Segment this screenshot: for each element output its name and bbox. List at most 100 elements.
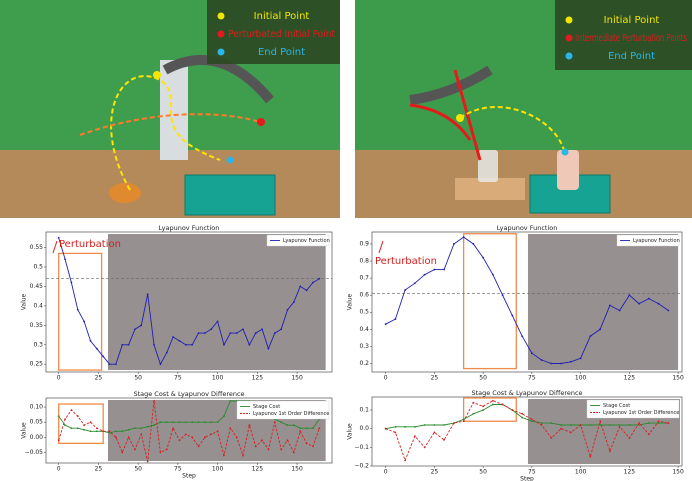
data-point (385, 323, 387, 325)
data-point (90, 430, 92, 432)
data-point (306, 442, 308, 444)
data-point (128, 344, 130, 346)
data-point (261, 328, 263, 330)
data-point (185, 421, 187, 423)
data-point (541, 424, 543, 426)
data-point (550, 363, 552, 365)
data-point (268, 448, 270, 450)
x-tick-label: 125 (624, 375, 636, 382)
data-point (172, 421, 174, 423)
data-point (312, 427, 314, 429)
data-point (160, 363, 162, 365)
data-point (274, 421, 276, 423)
data-point (191, 421, 193, 423)
data-point (482, 257, 484, 259)
data-point (589, 335, 591, 337)
data-point (115, 363, 117, 365)
data-point (599, 328, 601, 330)
data-point (115, 430, 117, 432)
data-point (433, 424, 435, 426)
data-point (306, 289, 308, 291)
data-point (83, 424, 85, 426)
data-point (153, 424, 155, 426)
data-point (134, 427, 136, 429)
data-point (414, 426, 416, 428)
data-point (570, 432, 572, 434)
data-point (77, 415, 79, 417)
data-point (121, 344, 123, 346)
y-axis-label: Value (21, 422, 28, 439)
data-point (293, 452, 295, 454)
data-point (619, 424, 621, 426)
y-tick-label: 0.00 (30, 434, 44, 441)
x-tick-label: 100 (575, 469, 587, 476)
data-point (96, 430, 98, 432)
data-point (210, 433, 212, 435)
x-axis-label: Step (182, 473, 196, 480)
legend-label: Stage Cost (603, 403, 630, 409)
data-point (531, 418, 533, 420)
data-point (147, 426, 149, 428)
data-point (318, 427, 320, 429)
data-point (580, 357, 582, 359)
data-point (293, 301, 295, 303)
data-point (179, 421, 181, 423)
chart: Lyapunov Function02550751001251500.250.3… (21, 224, 333, 382)
x-tick-label: 75 (528, 469, 536, 476)
y-tick-label: 0.0 (359, 425, 369, 432)
data-point (229, 332, 231, 334)
data-point (248, 344, 250, 346)
data-point (511, 315, 513, 317)
x-axis-label: Step (520, 476, 534, 481)
chart: Lyapunov Function02550751001251500.20.30… (347, 224, 685, 382)
data-point (453, 422, 455, 424)
data-point (609, 305, 611, 307)
x-tick-label: 0 (384, 469, 388, 476)
data-point (147, 461, 149, 463)
data-point (619, 426, 621, 428)
data-point (404, 289, 406, 291)
x-tick-label: 100 (575, 375, 587, 382)
chart-title: Lyapunov Function (497, 224, 558, 232)
data-point (628, 424, 630, 426)
chart-title: Lyapunov Function (159, 224, 220, 232)
data-point (570, 424, 572, 426)
data-point (492, 400, 494, 402)
data-point (472, 402, 474, 404)
x-tick-label: 75 (528, 375, 536, 382)
data-point (71, 409, 73, 411)
data-point (128, 429, 130, 431)
data-point (64, 418, 66, 420)
data-point (293, 424, 295, 426)
data-point (541, 359, 543, 361)
x-tick-label: 125 (252, 375, 264, 382)
data-point (492, 274, 494, 276)
x-tick-label: 0 (57, 466, 61, 473)
data-point (71, 282, 73, 284)
data-point (424, 274, 426, 276)
data-point (443, 439, 445, 441)
y-tick-label: 0.3 (359, 343, 369, 350)
legend-marker (218, 49, 225, 56)
data-point (121, 430, 123, 432)
data-point (236, 436, 238, 438)
legend-label: Perturbated Initial Point (228, 29, 335, 40)
y-axis-label: Value (347, 423, 354, 440)
y-tick-label: 0.5 (33, 264, 43, 271)
chart: Stage Cost & Lyapunov Difference02550751… (21, 390, 333, 480)
x-tick-label: 75 (174, 466, 182, 473)
data-point (414, 435, 416, 437)
legend-label: Initial Point (604, 15, 660, 26)
data-point (667, 422, 669, 424)
data-point (628, 437, 630, 439)
data-point (96, 427, 98, 429)
data-point (77, 427, 79, 429)
data-point (482, 409, 484, 411)
data-point (77, 309, 79, 311)
legend-label: End Point (258, 47, 305, 58)
data-point (385, 428, 387, 430)
figure: Initial Point Perturbated Initial Point En… (0, 0, 692, 481)
x-tick-label: 25 (431, 375, 439, 382)
legend-marker (218, 31, 225, 38)
